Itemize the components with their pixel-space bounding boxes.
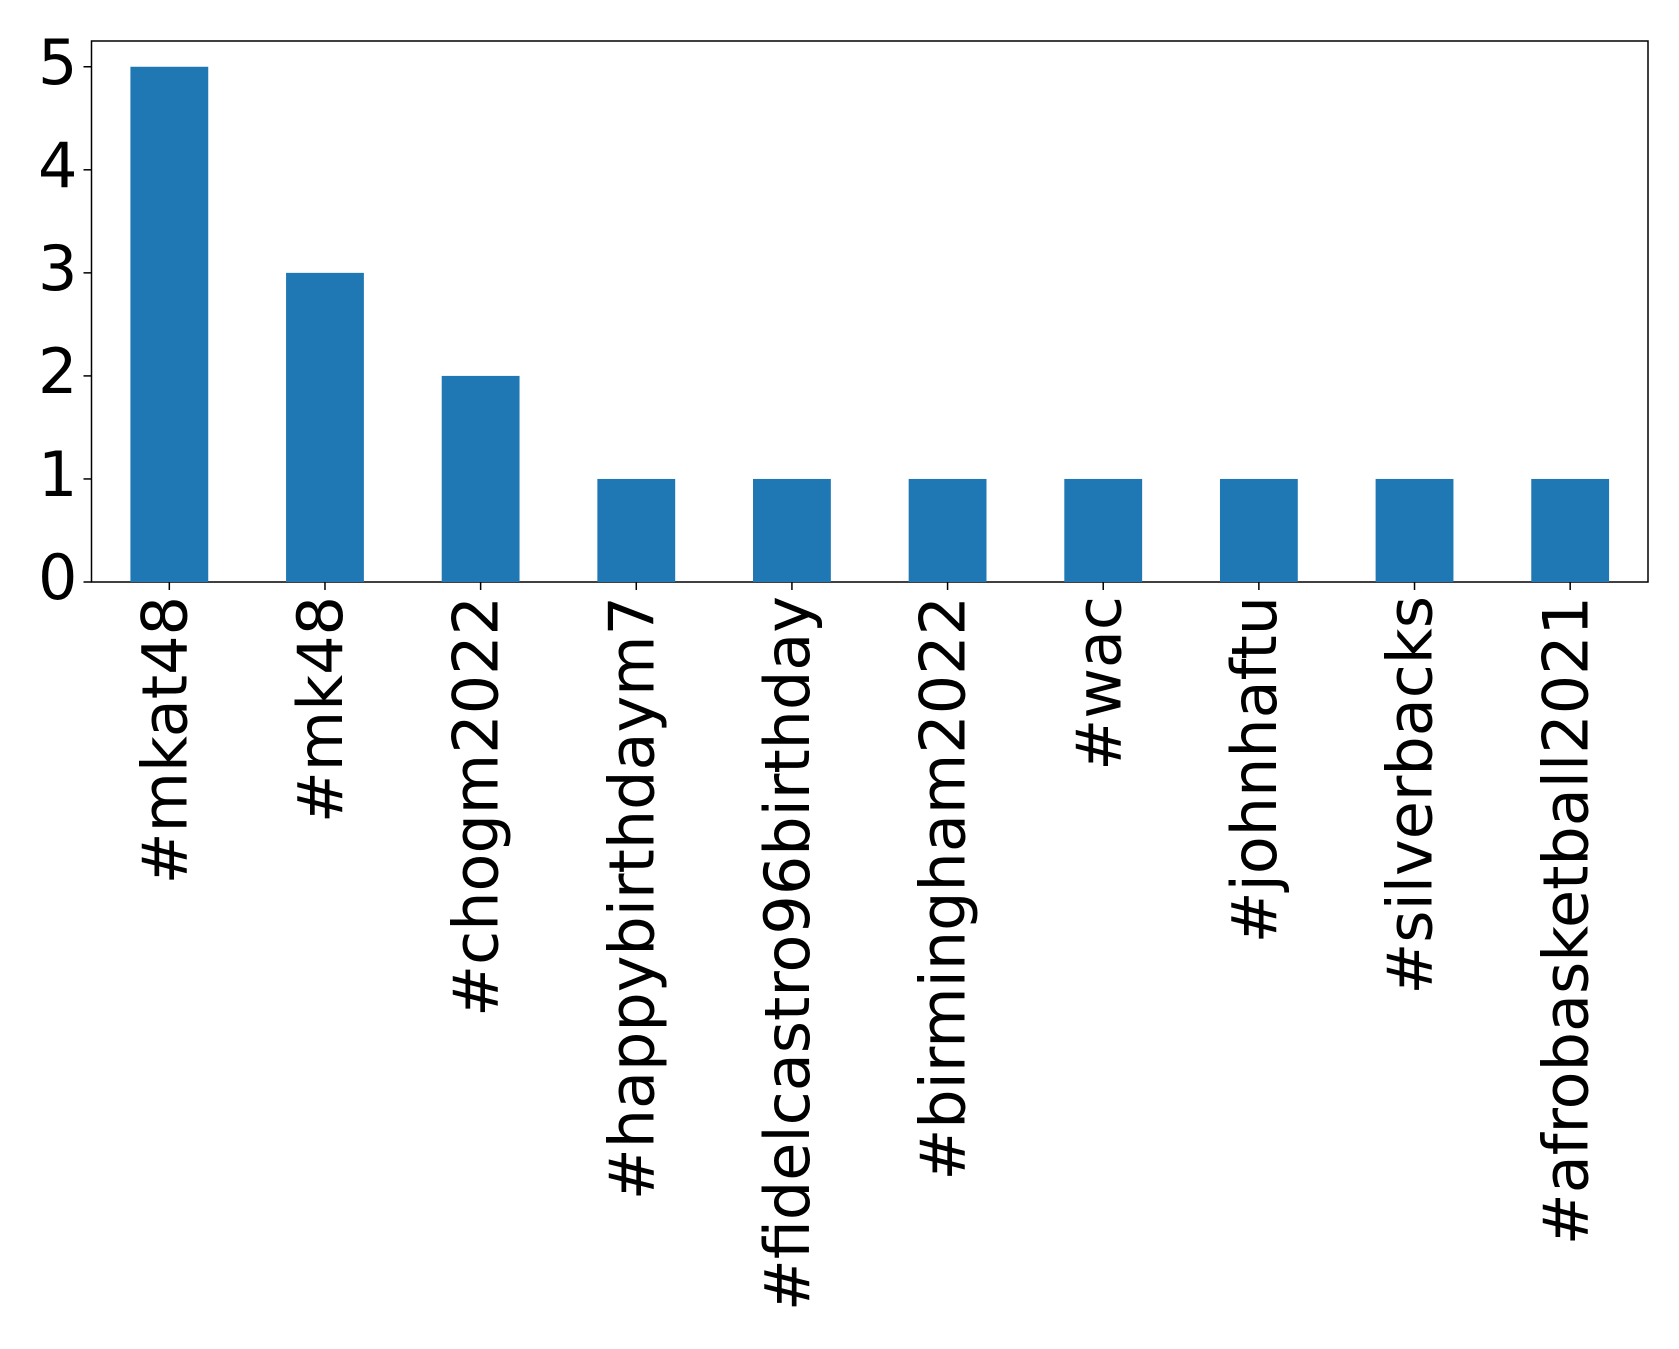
bar: [597, 478, 676, 582]
bar: [753, 478, 831, 582]
x-tick-label: #silverbacks: [1374, 596, 1447, 995]
x-tick-label: #afrobasketball2021: [1529, 596, 1602, 1245]
x-tick-label: #wac: [1062, 596, 1135, 771]
y-tick-label: 3: [38, 232, 77, 305]
bar: [1531, 478, 1610, 582]
y-tick-label: 0: [38, 541, 77, 614]
x-tick-label: #chogm2022: [440, 596, 513, 1017]
x-tick-label: #happybirthdaym7: [595, 596, 668, 1200]
bar: [908, 478, 987, 582]
y-tick-label: 5: [38, 26, 77, 99]
bar: [286, 272, 364, 582]
bar: [1375, 478, 1454, 582]
y-tick-label: 1: [38, 438, 77, 511]
y-tick-label: 4: [38, 129, 77, 202]
plot-frame: [90, 40, 1649, 583]
x-tick-label: #fidelcastro96birthday: [751, 596, 824, 1311]
y-tick-label: 2: [38, 335, 77, 408]
bar: [441, 375, 520, 582]
x-tick-label: #mkat48: [128, 596, 201, 884]
bar: [1064, 478, 1143, 582]
x-tick-label: #birmingham2022: [907, 596, 980, 1181]
bar: [130, 66, 209, 582]
x-tick-label: #mk48: [284, 596, 357, 823]
x-tick-label: #johnhaftu: [1218, 596, 1291, 943]
bar: [1219, 478, 1298, 582]
